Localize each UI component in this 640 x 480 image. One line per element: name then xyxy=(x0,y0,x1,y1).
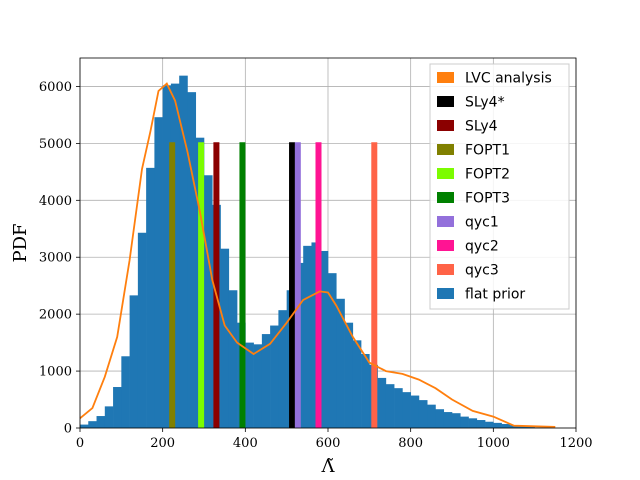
histogram-bar xyxy=(278,310,287,428)
histogram-bar xyxy=(518,426,527,428)
histogram-bar xyxy=(303,245,312,428)
y-tick-label: 6000 xyxy=(39,80,72,95)
histogram-bar xyxy=(501,424,511,428)
histogram-bar xyxy=(154,117,163,428)
x-tick-label: 600 xyxy=(316,436,341,451)
legend-swatch-fopt3 xyxy=(437,192,454,203)
histogram-bar xyxy=(319,250,329,428)
vline-sly4 xyxy=(289,142,296,428)
histogram-bar xyxy=(137,232,147,428)
y-tick-label: 0 xyxy=(64,422,72,437)
histogram-bar xyxy=(253,344,263,428)
histogram-bar xyxy=(394,388,403,428)
y-tick-label: 3000 xyxy=(39,251,72,266)
histogram-bar xyxy=(146,167,155,428)
legend-swatch-qyc2 xyxy=(437,240,454,251)
vline-sly4 xyxy=(213,142,220,428)
y-tick-label: 1000 xyxy=(39,365,72,380)
legend-label-qyc2: qyc2 xyxy=(465,239,499,255)
histogram-bar xyxy=(418,400,428,428)
x-tick-label: 0 xyxy=(76,436,84,451)
histogram-bar xyxy=(88,421,97,428)
legend-swatch-flat-prior xyxy=(437,288,454,299)
legend-label-lvc-analysis: LVC analysis xyxy=(465,71,552,87)
histogram-bar xyxy=(402,392,411,428)
vline-qyc3 xyxy=(371,142,378,428)
legend-label-fopt3: FOPT3 xyxy=(465,191,510,207)
histogram-bar xyxy=(460,416,469,428)
legend-label-qyc3: qyc3 xyxy=(465,263,499,279)
histogram-bar xyxy=(121,356,130,428)
legend-swatch-qyc3 xyxy=(437,264,454,275)
model-vertical-lines xyxy=(169,142,378,428)
histogram-bar xyxy=(328,273,337,428)
histogram-bar xyxy=(113,387,122,428)
x-tick-label: 800 xyxy=(398,436,423,451)
legend-label-fopt2: FOPT2 xyxy=(465,167,510,183)
histogram-bar xyxy=(228,290,238,428)
legend-swatch-lvc-analysis xyxy=(437,72,454,83)
histogram-bar xyxy=(96,416,106,428)
y-tick-label: 5000 xyxy=(39,137,72,152)
legend-label-sly4: SLy4 xyxy=(465,119,498,135)
vline-qyc1 xyxy=(294,142,301,428)
histogram-bar xyxy=(443,412,453,428)
histogram-bar xyxy=(352,340,362,428)
histogram-bar xyxy=(377,377,387,428)
histogram-bar xyxy=(336,298,345,428)
legend-swatch-fopt1 xyxy=(437,144,454,155)
histogram-bar xyxy=(435,409,445,428)
y-tick-label: 2000 xyxy=(39,308,72,323)
vline-fopt3 xyxy=(239,142,246,428)
histogram-bar xyxy=(270,325,279,428)
histogram-bar xyxy=(129,295,139,428)
histogram-bar xyxy=(104,406,114,428)
legend-swatch-qyc1 xyxy=(437,216,454,227)
histogram-bar xyxy=(468,418,478,428)
legend: LVC analysis SLy4* SLy4 FOPT1 FOPT2 FOPT3 qyc1… xyxy=(429,63,570,310)
vline-fopt1 xyxy=(169,142,176,428)
vline-fopt2 xyxy=(198,142,205,428)
x-tick-label: 1200 xyxy=(559,436,592,451)
histogram-bar xyxy=(361,354,370,428)
histogram-bar xyxy=(344,322,354,428)
legend-swatch-sly4 xyxy=(437,120,454,131)
histogram-bar xyxy=(187,92,197,429)
histogram-bar xyxy=(476,420,486,428)
histogram-bar xyxy=(80,424,89,428)
histogram-bar xyxy=(220,248,230,428)
histogram-bar xyxy=(526,426,535,428)
x-tick-label: 1000 xyxy=(477,436,510,451)
histogram-bar xyxy=(493,422,502,428)
histogram-bar xyxy=(162,85,172,429)
legend-label-sly4: SLy4* xyxy=(465,95,505,111)
x-axis-title: Λ̃ xyxy=(321,456,336,477)
histogram-bar xyxy=(485,421,494,428)
legend-label-flat-prior: flat prior xyxy=(465,287,525,303)
histogram-bar xyxy=(245,342,254,428)
histogram-bar xyxy=(452,413,461,428)
lvc-analysis-curve xyxy=(79,82,556,428)
vline-qyc2 xyxy=(315,142,322,428)
y-tick-label: 4000 xyxy=(39,194,72,209)
x-tick-label: 400 xyxy=(233,436,258,451)
histogram-bar xyxy=(204,175,213,428)
axis-ticks: 0 200 400 600 800 1000 1200 0 1000 2000 3000 4000 50… xyxy=(39,80,593,451)
legend-label-qyc1: qyc1 xyxy=(465,215,499,231)
x-tick-label: 200 xyxy=(150,436,175,451)
legend-label-fopt1: FOPT1 xyxy=(465,143,510,159)
legend-swatch-sly4 xyxy=(437,96,454,107)
histogram-bar xyxy=(410,395,420,428)
histogram-bar xyxy=(170,83,180,428)
histogram-bar xyxy=(427,404,436,428)
legend-swatch-fopt2 xyxy=(437,168,454,179)
histogram-bar xyxy=(385,384,395,428)
histogram-bar xyxy=(261,334,271,428)
histogram-bar xyxy=(179,75,188,429)
y-axis-title: PDF xyxy=(10,223,31,262)
